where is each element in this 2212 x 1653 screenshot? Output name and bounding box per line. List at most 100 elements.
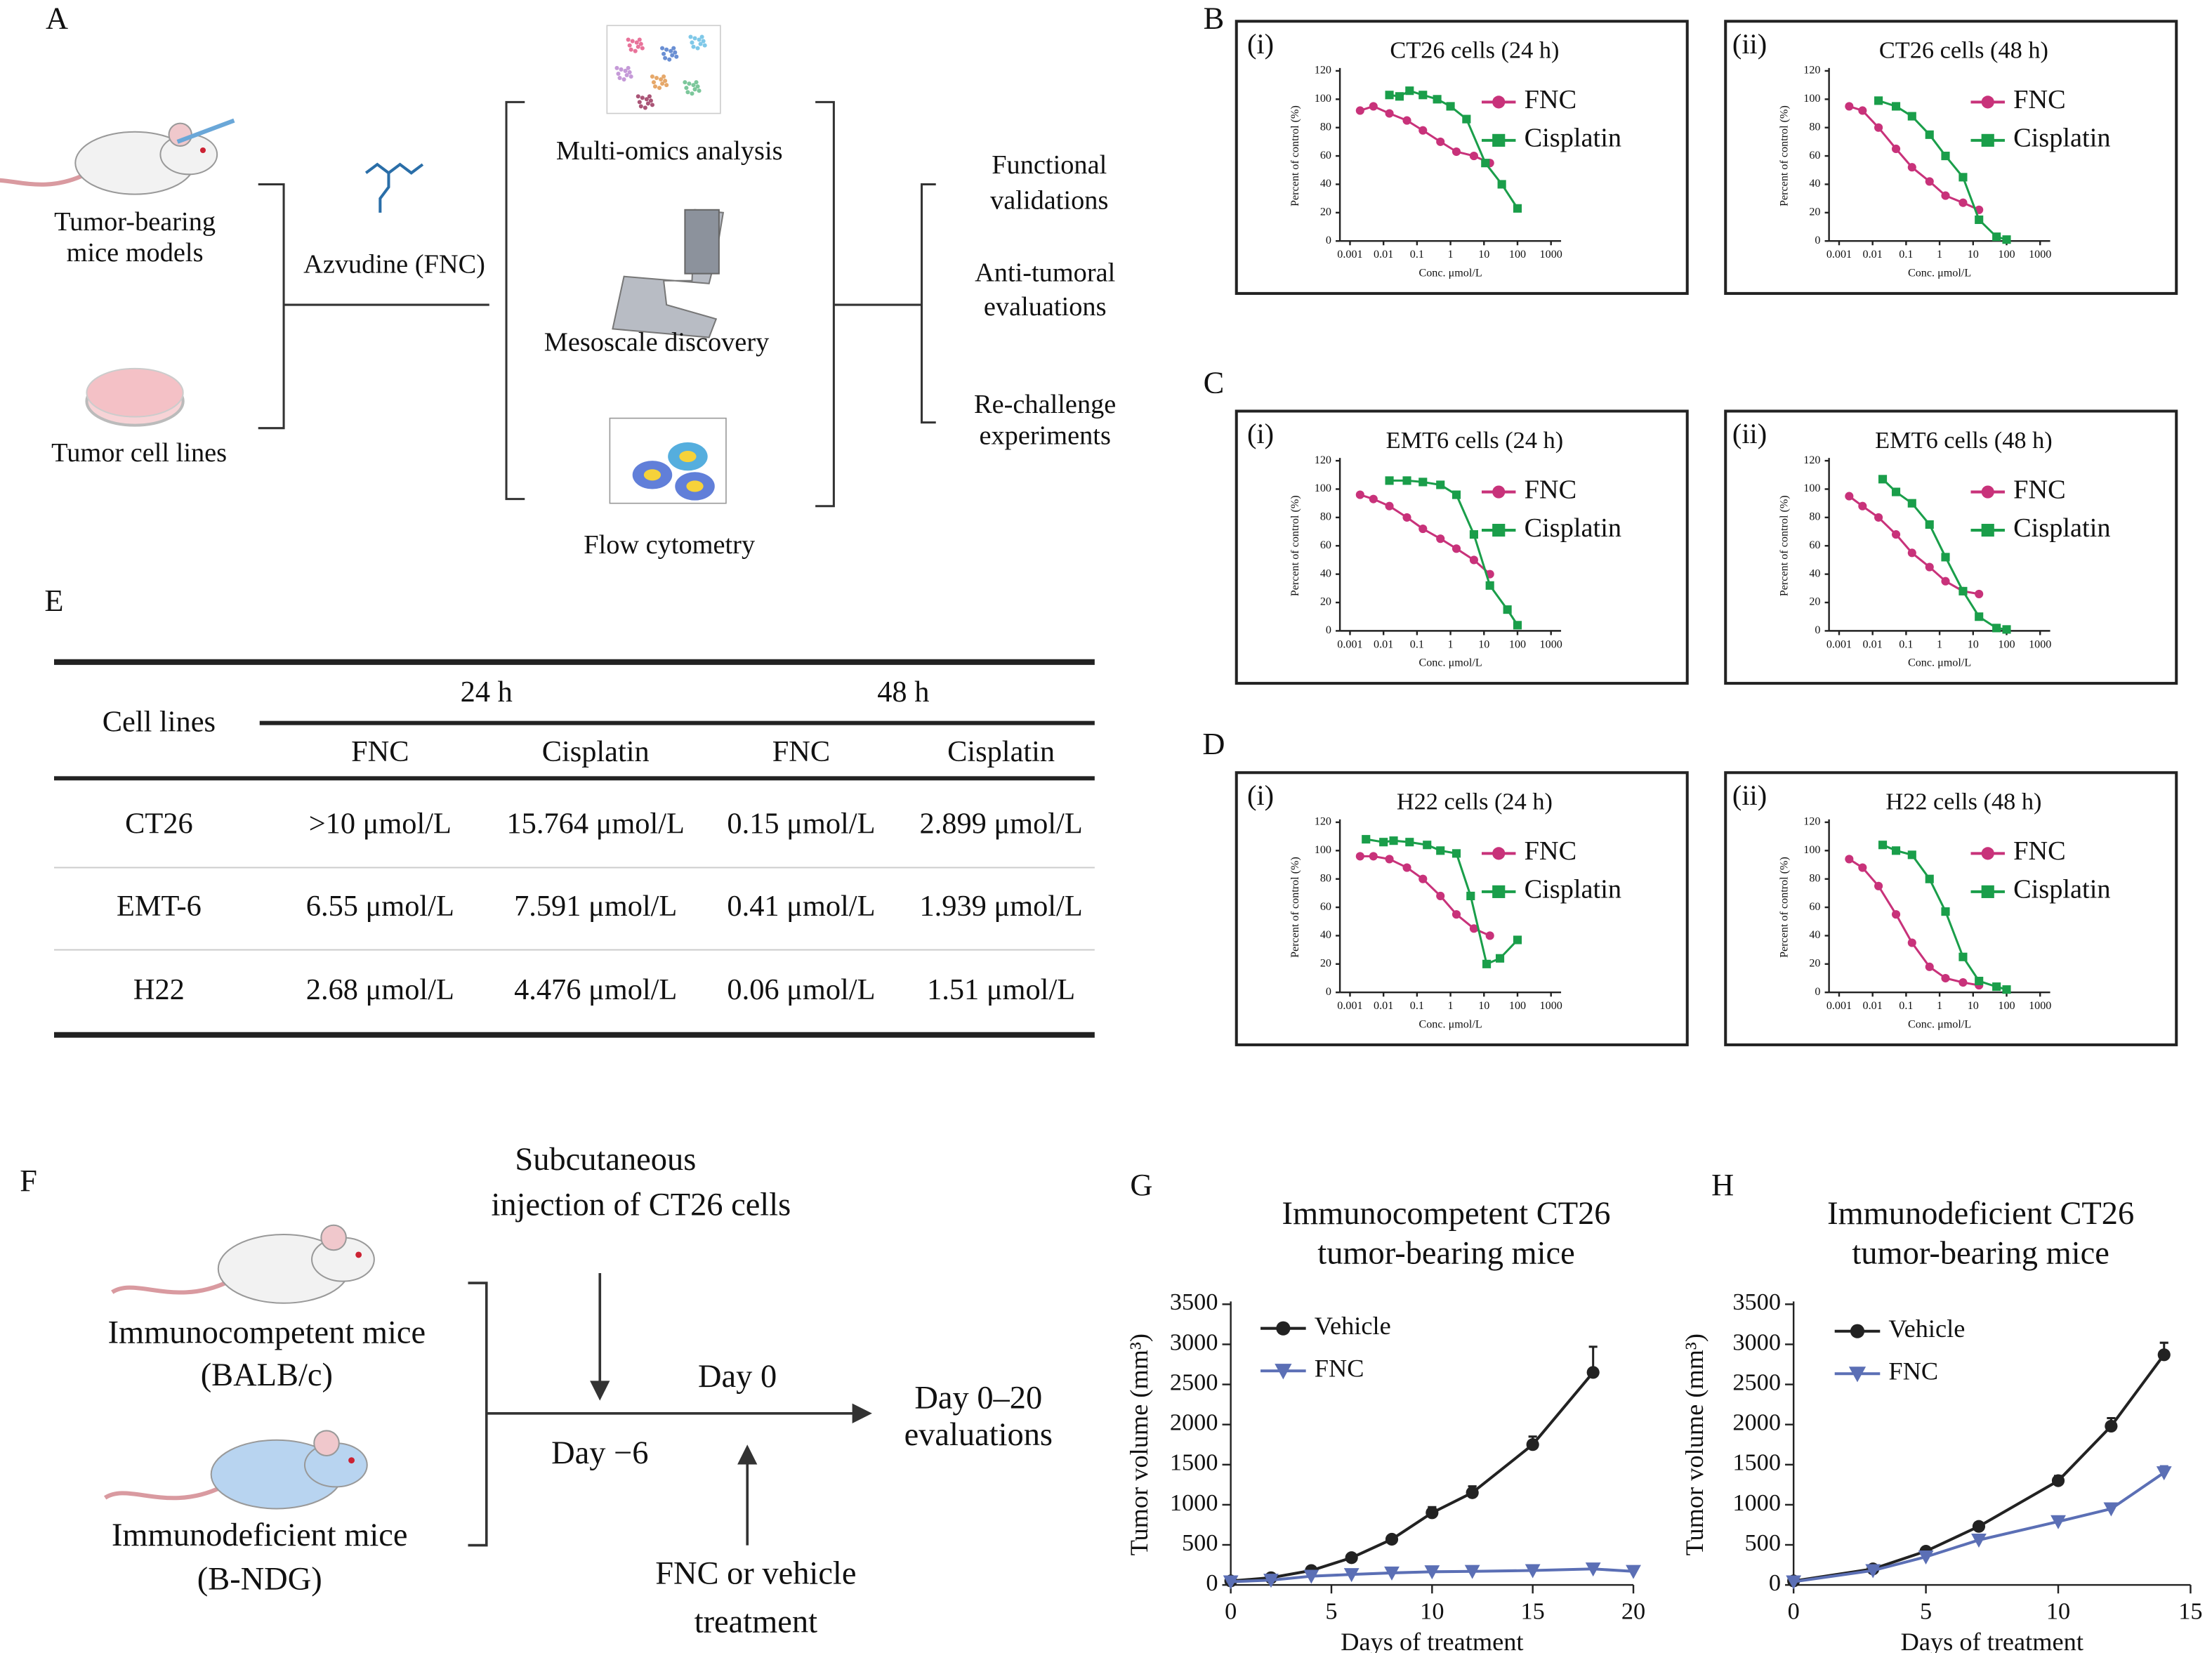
panel-label: H [1711, 1167, 1734, 1202]
marker [1907, 163, 1916, 172]
group-label: Immunocompetent mice [108, 1315, 426, 1350]
tsne-dot [630, 39, 635, 44]
marker [1907, 112, 1916, 121]
marker [2002, 625, 2011, 634]
tsne-dot [692, 36, 697, 41]
marker [2156, 1466, 2172, 1481]
marker [1845, 102, 1854, 111]
outcome-label: evaluations [984, 292, 1107, 322]
model-label: Tumor-bearing [54, 207, 216, 237]
x-axis-label: Days of treatment [1341, 1628, 1523, 1653]
tsne-dot [654, 76, 659, 81]
panel-label: A [46, 0, 68, 35]
marker [1424, 1565, 1440, 1580]
y-tick-label: 60 [1809, 150, 1820, 162]
marker [1451, 147, 1461, 157]
chart-frame [1235, 771, 1689, 1046]
series-line [1230, 1371, 1595, 1583]
tsne-dot [633, 48, 638, 53]
x-axis-label: Conc. μmol/L [1908, 1018, 1971, 1030]
legend-label: Cisplatin [2013, 875, 2110, 904]
marker [1497, 180, 1506, 189]
step-label: injection of CT26 cells [491, 1187, 791, 1223]
x-tick-label: 0.1 [1899, 638, 1913, 650]
legend-label: Cisplatin [1525, 513, 1621, 543]
method-label: Multi-omics analysis [556, 136, 783, 166]
marker [1436, 891, 1445, 900]
y-tick-label: 20 [1320, 596, 1331, 608]
marker [1451, 490, 1461, 499]
marker [1385, 91, 1394, 100]
step-label: Day 0–20 [914, 1380, 1042, 1416]
mouse-eye [199, 147, 206, 154]
legend-label: Cisplatin [1525, 124, 1621, 153]
x-tick-label: 100 [1998, 638, 2015, 650]
tsne-dot [650, 74, 654, 79]
chart-title: Immunodeficient CT26 [1827, 1196, 2134, 1232]
y-tick-label: 3000 [1732, 1329, 1781, 1355]
tsne-dot [621, 77, 626, 82]
marker [1433, 95, 1442, 104]
marker [1975, 215, 1984, 224]
legend-label: Cisplatin [1525, 875, 1621, 904]
legend-marker [1492, 885, 1506, 898]
panel-number: (ii) [1732, 418, 1767, 449]
marker [1418, 874, 1428, 883]
tsne-dot [690, 40, 694, 45]
tsne-dot [692, 87, 697, 92]
legend-label: FNC [1888, 1357, 1938, 1385]
y-axis-label: Percent of control (%) [1779, 857, 1791, 958]
marker [1418, 478, 1428, 487]
bracket [815, 100, 936, 508]
marker [1385, 109, 1394, 118]
marker [1495, 954, 1505, 963]
tsne-dot [691, 44, 696, 49]
marker [1469, 530, 1478, 539]
table-column: FNC [351, 735, 409, 768]
group-label: (B-NDG) [197, 1562, 322, 1598]
flow-core [686, 480, 704, 492]
marker [1992, 982, 2001, 992]
chart-title: CT26 cells (24 h) [1390, 37, 1559, 64]
tsne-dot [628, 47, 633, 52]
x-tick-label: 15 [2178, 1598, 2202, 1624]
method-label: Mesoscale discovery [544, 327, 770, 357]
marker [1451, 910, 1461, 919]
y-tick-label: 0 [1815, 986, 1820, 998]
series-line [1848, 858, 1980, 987]
marker [1385, 1532, 1399, 1546]
marker [1958, 173, 1968, 182]
marker [1423, 841, 1432, 850]
chart-title: H22 cells (48 h) [1885, 789, 2041, 815]
y-axis-label: Percent of control (%) [1779, 495, 1791, 596]
bracket [505, 100, 525, 501]
marker [1971, 1534, 1987, 1548]
chart-frame [1724, 409, 2178, 685]
marker [1436, 137, 1445, 146]
mouse-eye [355, 1251, 362, 1258]
x-tick-label: 100 [1998, 249, 2015, 261]
marker [1385, 855, 1394, 864]
group-label: Immunodeficient mice [112, 1517, 408, 1553]
x-tick-label: 0.001 [1826, 1000, 1852, 1012]
marker [1626, 1565, 1641, 1579]
y-tick-label: 120 [1803, 65, 1820, 77]
marker [1907, 499, 1916, 508]
legend-label: FNC [2013, 836, 2066, 866]
y-axis-label: Percent of control (%) [1289, 495, 1301, 596]
tsne-dot [685, 90, 690, 95]
marker [1395, 92, 1404, 101]
table-column: FNC [772, 735, 830, 768]
marker [1362, 835, 1371, 844]
x-tick-label: 0.01 [1374, 1000, 1393, 1012]
marker [1402, 513, 1411, 522]
tsne-dot [648, 98, 653, 103]
tsne-dot [616, 71, 621, 77]
y-axis-label: Tumor volume (mm³) [1125, 1333, 1153, 1555]
x-tick-label: 1000 [1540, 638, 1562, 650]
marker [2002, 985, 2011, 994]
y-tick-label: 0 [1326, 624, 1331, 636]
bracket [258, 183, 489, 430]
y-tick-label: 0 [1326, 235, 1331, 246]
marker [1369, 852, 1378, 861]
